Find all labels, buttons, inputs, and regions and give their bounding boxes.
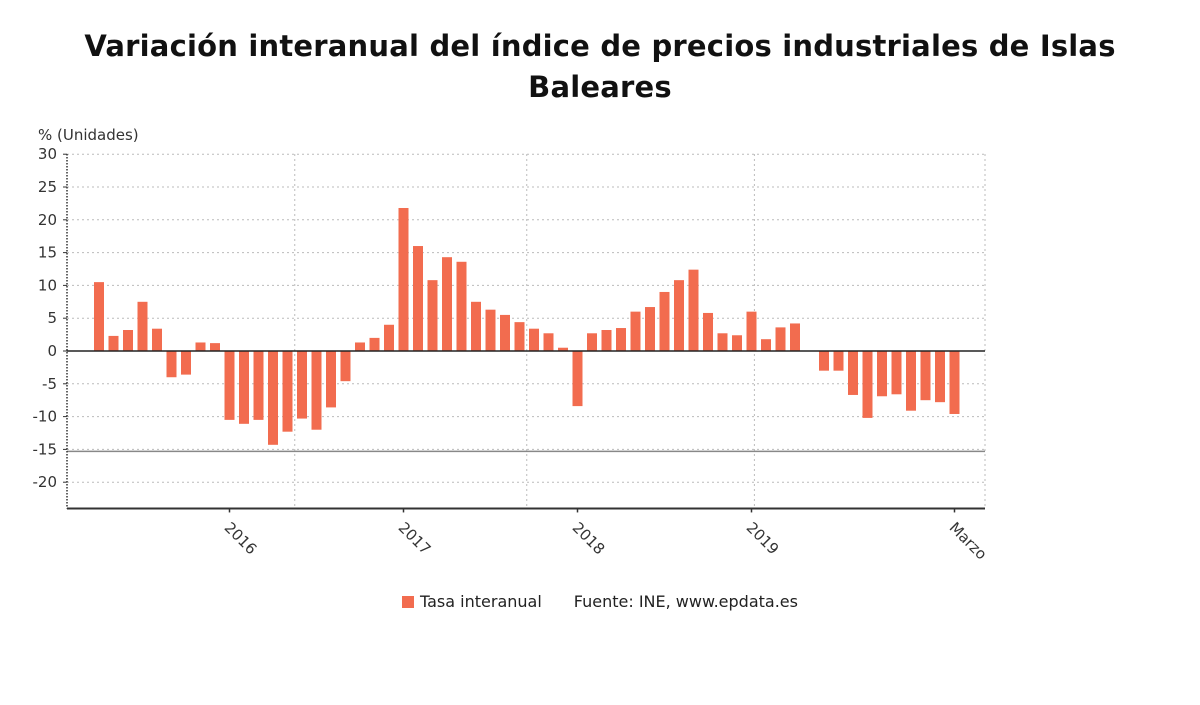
bar	[587, 333, 597, 351]
x-tick-label: 2017	[395, 519, 435, 559]
bar	[558, 347, 568, 351]
bar	[268, 351, 278, 445]
bar	[500, 314, 510, 351]
y-tick-label: 15	[38, 244, 57, 262]
bar	[369, 337, 380, 351]
bar	[311, 351, 322, 430]
bar	[529, 328, 539, 351]
legend: Tasa interanual Fuente: INE, www.epdata.e…	[0, 592, 1200, 611]
y-tick-label: 10	[38, 276, 57, 294]
bar	[732, 335, 742, 351]
bar	[195, 342, 206, 351]
bar	[703, 312, 713, 351]
bar	[166, 351, 177, 378]
source-note: Fuente: INE, www.epdata.es	[573, 592, 798, 611]
bar	[123, 330, 133, 351]
bar	[833, 351, 844, 371]
bar	[717, 333, 728, 351]
x-tick-label: 2016	[221, 519, 261, 559]
bar	[253, 351, 264, 420]
bar	[819, 351, 829, 371]
bar	[471, 301, 481, 351]
bar	[674, 280, 684, 351]
x-tick-label: 2018	[569, 519, 609, 559]
bar	[891, 351, 902, 395]
legend-swatch	[402, 596, 414, 608]
bar	[601, 330, 612, 351]
bar	[210, 343, 220, 351]
y-tick-label: 5	[47, 309, 57, 327]
bar	[775, 327, 786, 351]
bar	[906, 351, 916, 411]
chart-title-line-2: Baleares	[528, 70, 672, 104]
bar	[630, 311, 641, 351]
y-tick-label: 25	[38, 178, 57, 196]
bar	[355, 342, 365, 351]
bar	[790, 323, 800, 351]
bar	[94, 282, 104, 351]
bar	[442, 257, 452, 351]
bar	[920, 351, 931, 401]
x-tick-label: Marzo	[946, 519, 991, 564]
bar	[384, 324, 394, 351]
y-tick-label: 0	[47, 342, 57, 360]
bar	[862, 351, 873, 418]
bar	[137, 301, 148, 351]
bar	[761, 339, 771, 351]
bar	[645, 307, 655, 351]
chart-title: Variación interanual del índice de preci…	[0, 26, 1200, 108]
y-axis-label: % (Unidades)	[38, 126, 139, 144]
bar	[848, 351, 858, 395]
bar	[108, 335, 119, 351]
bar	[152, 328, 162, 351]
y-tick-label: -20	[33, 473, 58, 491]
bar	[688, 269, 699, 351]
y-tick-label: 20	[38, 211, 57, 229]
legend-series-label: Tasa interanual	[420, 592, 542, 611]
bar	[326, 351, 336, 408]
bar	[282, 351, 293, 432]
bar	[935, 351, 945, 403]
bar	[297, 351, 307, 419]
bar	[398, 207, 409, 351]
bars	[94, 207, 960, 445]
bar	[616, 328, 626, 351]
grid	[67, 153, 986, 509]
y-tick-label: 30	[38, 145, 57, 163]
bar	[877, 351, 887, 397]
bar	[746, 311, 757, 351]
bar	[514, 322, 525, 351]
y-tick-label: -15	[33, 440, 58, 458]
bar	[949, 351, 960, 414]
bar	[413, 246, 423, 351]
bar	[427, 280, 438, 351]
bar	[456, 261, 467, 351]
x-tick-label: 2019	[743, 519, 783, 559]
bar	[224, 351, 235, 420]
bar	[239, 351, 249, 424]
bar	[181, 351, 191, 375]
bar	[340, 351, 351, 382]
bar	[572, 351, 583, 407]
chart-title-line-1: Variación interanual del índice de preci…	[84, 29, 1116, 63]
y-tick-label: -5	[42, 375, 57, 393]
y-tick-label: -10	[33, 408, 58, 426]
bar	[485, 309, 496, 351]
bar	[543, 333, 554, 351]
bar	[659, 291, 670, 351]
